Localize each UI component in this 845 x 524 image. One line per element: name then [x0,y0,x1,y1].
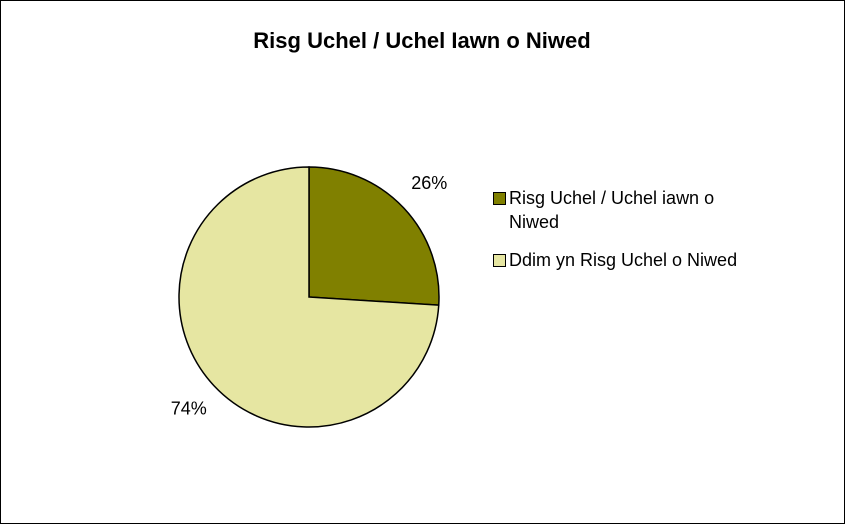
pie-slice [308,166,440,306]
pie-slice [178,166,440,428]
legend-entry: Risg Uchel / Uchel iawn o Niwed [493,186,763,234]
legend-swatch [493,254,506,267]
legend-swatch [493,192,506,205]
legend-label: Risg Uchel / Uchel iawn o Niwed [509,188,715,232]
legend-label: Ddim yn Risg Uchel o Niwed [509,250,738,270]
data-label: 74% [171,399,207,419]
legend: Risg Uchel / Uchel iawn o Niwed Ddim yn R… [493,186,763,286]
chart-title: Risg Uchel / Uchel Iawn o Niwed [253,28,590,53]
data-label: 26% [411,173,447,193]
legend-entry: Ddim yn Risg Uchel o Niwed [493,248,763,272]
